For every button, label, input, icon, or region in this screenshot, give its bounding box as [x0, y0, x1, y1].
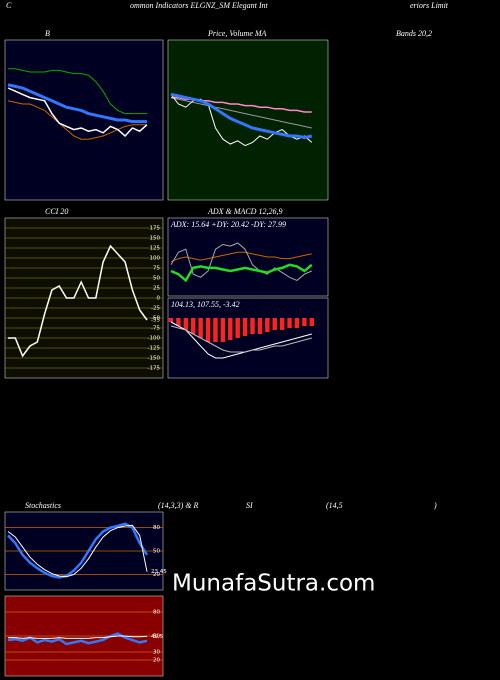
y-tick-label: 50: [153, 634, 160, 640]
bar: [183, 318, 189, 330]
panel-heading: (14,5: [326, 501, 343, 510]
panel-heading: Stochastics: [25, 501, 61, 510]
series-line: [8, 244, 148, 358]
series-line: [170, 321, 312, 359]
bar: [309, 318, 315, 326]
panel: [167, 297, 329, 379]
panel-label: ADX: 15.64 +DY: 20.42 -DY: 27.99: [170, 220, 286, 229]
y-tick-label: -125: [148, 346, 161, 352]
panel-heading: ADX & MACD 12,26,9: [207, 207, 282, 216]
bar: [242, 318, 248, 336]
bar: [235, 318, 240, 338]
bar: [302, 318, 307, 326]
bar: [191, 318, 196, 334]
y-tick-label: 25: [153, 286, 160, 292]
header-text: C: [6, 1, 12, 10]
y-tick-label: 175: [150, 226, 161, 232]
series-line: [170, 92, 313, 140]
y-tick-label: 100: [150, 256, 161, 262]
bar: [272, 318, 277, 330]
series-line: [7, 522, 149, 579]
bar: [198, 318, 203, 338]
y-tick-label: 20: [153, 658, 160, 664]
panel: [167, 39, 329, 201]
y-tick-label: -50: [151, 316, 160, 322]
last-value-label: 23.45: [151, 569, 167, 575]
bar: [176, 318, 181, 326]
bar: [257, 318, 263, 334]
series-line: [170, 97, 312, 129]
panel-heading: CCI 20: [45, 207, 68, 216]
bar: [294, 318, 300, 328]
header-text: ommon Indicators ELGNZ_SM Elegant Int: [130, 1, 269, 10]
panel-heading: Price, Volume MA: [207, 29, 267, 38]
y-tick-label: 0: [157, 296, 161, 302]
panel-heading: SI: [246, 501, 253, 510]
series-line: [7, 100, 147, 140]
y-tick-label: 50: [153, 276, 160, 282]
bar: [250, 318, 255, 334]
y-tick-label: 75: [153, 266, 160, 272]
y-tick-label: 80: [153, 525, 160, 531]
header-text: eriors Limit: [410, 1, 449, 10]
bar: [213, 318, 218, 342]
y-tick-label: -75: [151, 326, 160, 332]
y-tick-label: -150: [148, 356, 161, 362]
panel: [4, 39, 164, 201]
panel-heading: (14,3,3) & R: [158, 501, 199, 510]
series-line: [170, 263, 313, 283]
bar: [279, 318, 285, 330]
y-tick-label: 150: [150, 236, 161, 242]
bar: [287, 318, 292, 328]
series-line: [8, 68, 147, 115]
panel-label: 104.13, 107.55, -3.42: [171, 300, 240, 309]
bar: [265, 318, 270, 332]
y-tick-label: 50: [153, 549, 160, 555]
panel-heading: ): [433, 501, 437, 510]
series-line: [7, 632, 148, 646]
panel-heading: Bands 20,2: [396, 29, 432, 38]
series-line: [7, 524, 148, 578]
y-tick-label: 30: [153, 650, 160, 656]
y-tick-label: 20: [153, 572, 160, 578]
series-line: [170, 242, 312, 281]
y-tick-label: -100: [148, 336, 161, 342]
last-value-label: -55: [151, 318, 160, 324]
panel: [167, 217, 329, 297]
bar: [228, 318, 233, 340]
y-tick-label: -175: [148, 366, 161, 372]
series-line: [7, 87, 148, 138]
panel-heading: B: [45, 29, 50, 38]
watermark: MunafaSutra.com: [172, 571, 375, 597]
bar: [168, 318, 174, 322]
series-line: [7, 83, 147, 124]
bar: [220, 318, 226, 342]
series-line: [170, 325, 312, 353]
y-tick-label: 125: [150, 246, 161, 252]
series-line: [8, 635, 148, 639]
y-tick-label: -25: [151, 306, 160, 312]
bar: [205, 318, 211, 342]
series-line: [170, 251, 312, 263]
y-tick-label: 80: [153, 610, 160, 616]
last-value-label: 49.5: [151, 634, 164, 640]
